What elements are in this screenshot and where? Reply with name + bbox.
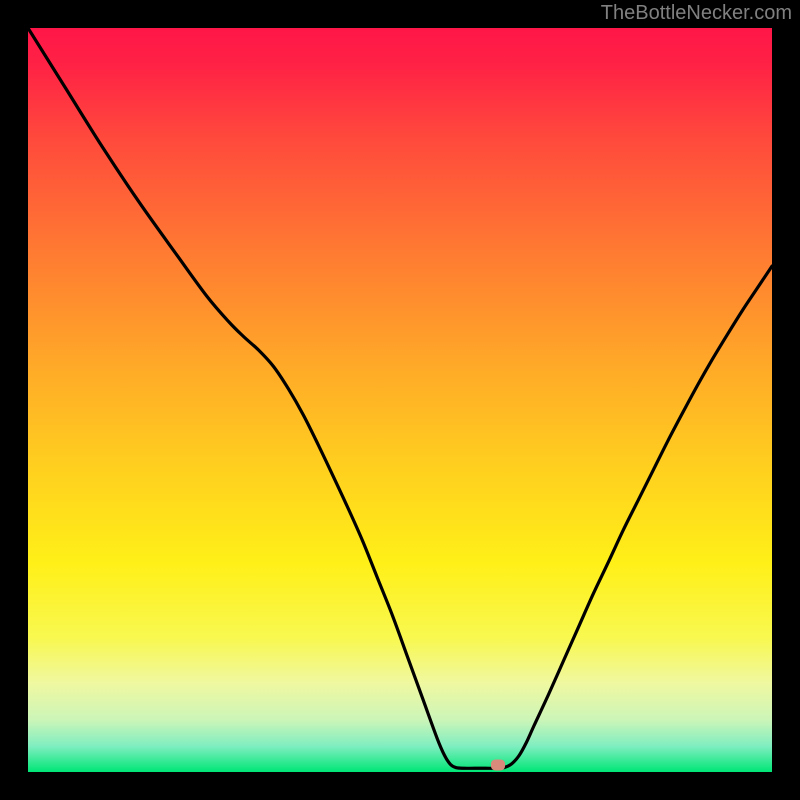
watermark-text: TheBottleNecker.com: [601, 2, 792, 25]
plot-area: [28, 28, 772, 772]
gradient-background: [28, 28, 772, 772]
optimal-point-marker: [491, 760, 505, 771]
chart-frame: TheBottleNecker.com: [0, 0, 800, 800]
chart-svg: [28, 28, 772, 772]
